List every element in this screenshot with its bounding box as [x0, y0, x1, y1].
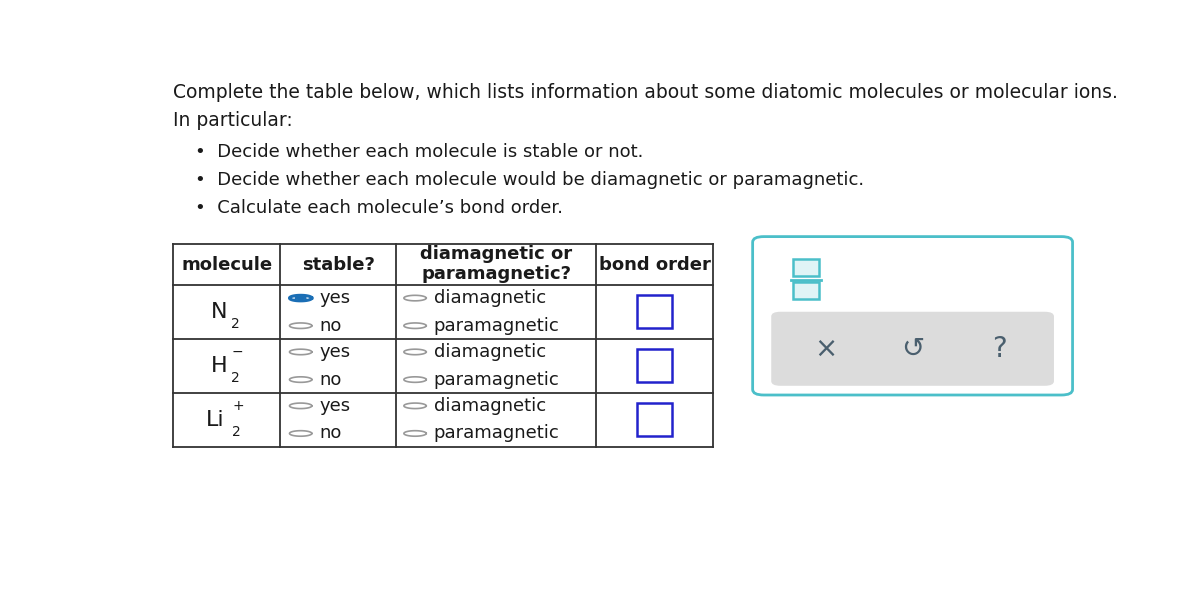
- FancyBboxPatch shape: [752, 237, 1073, 395]
- Text: paramagnetic: paramagnetic: [433, 371, 559, 389]
- Text: bond order: bond order: [599, 256, 710, 274]
- Text: diamagnetic or: diamagnetic or: [420, 245, 572, 263]
- Text: H: H: [211, 356, 228, 376]
- Text: diamagnetic: diamagnetic: [433, 289, 546, 307]
- Text: Complete the table below, which lists information about some diatomic molecules : Complete the table below, which lists in…: [173, 83, 1118, 102]
- Text: 2: 2: [232, 371, 240, 385]
- Text: no: no: [319, 425, 342, 443]
- Text: ?: ?: [992, 335, 1007, 363]
- Text: paramagnetic: paramagnetic: [433, 425, 559, 443]
- Text: 2: 2: [233, 425, 241, 438]
- Polygon shape: [295, 297, 306, 300]
- Text: •  Decide whether each molecule is stable or not.: • Decide whether each molecule is stable…: [194, 144, 643, 161]
- Text: molecule: molecule: [181, 256, 272, 274]
- FancyBboxPatch shape: [637, 403, 672, 436]
- Text: •  Calculate each molecule’s bond order.: • Calculate each molecule’s bond order.: [194, 199, 563, 216]
- FancyBboxPatch shape: [793, 259, 818, 276]
- Text: +: +: [233, 399, 244, 413]
- Text: N: N: [211, 302, 228, 322]
- Text: diamagnetic: diamagnetic: [433, 397, 546, 415]
- Text: diamagnetic: diamagnetic: [433, 343, 546, 361]
- Text: paramagnetic: paramagnetic: [433, 317, 559, 335]
- Text: −: −: [232, 345, 242, 359]
- Text: ↺: ↺: [901, 335, 924, 363]
- Text: stable?: stable?: [302, 256, 374, 274]
- Text: ×: ×: [814, 335, 838, 363]
- Text: yes: yes: [319, 343, 350, 361]
- Text: •  Decide whether each molecule would be diamagnetic or paramagnetic.: • Decide whether each molecule would be …: [194, 171, 864, 189]
- FancyBboxPatch shape: [637, 349, 672, 382]
- FancyBboxPatch shape: [637, 295, 672, 328]
- Text: 2: 2: [232, 317, 240, 331]
- Text: paramagnetic?: paramagnetic?: [421, 265, 571, 283]
- Text: Li: Li: [206, 410, 224, 429]
- FancyBboxPatch shape: [793, 282, 818, 299]
- Text: In particular:: In particular:: [173, 111, 293, 130]
- Text: yes: yes: [319, 289, 350, 307]
- Text: no: no: [319, 371, 342, 389]
- Text: yes: yes: [319, 397, 350, 415]
- Text: no: no: [319, 317, 342, 335]
- FancyBboxPatch shape: [772, 312, 1054, 386]
